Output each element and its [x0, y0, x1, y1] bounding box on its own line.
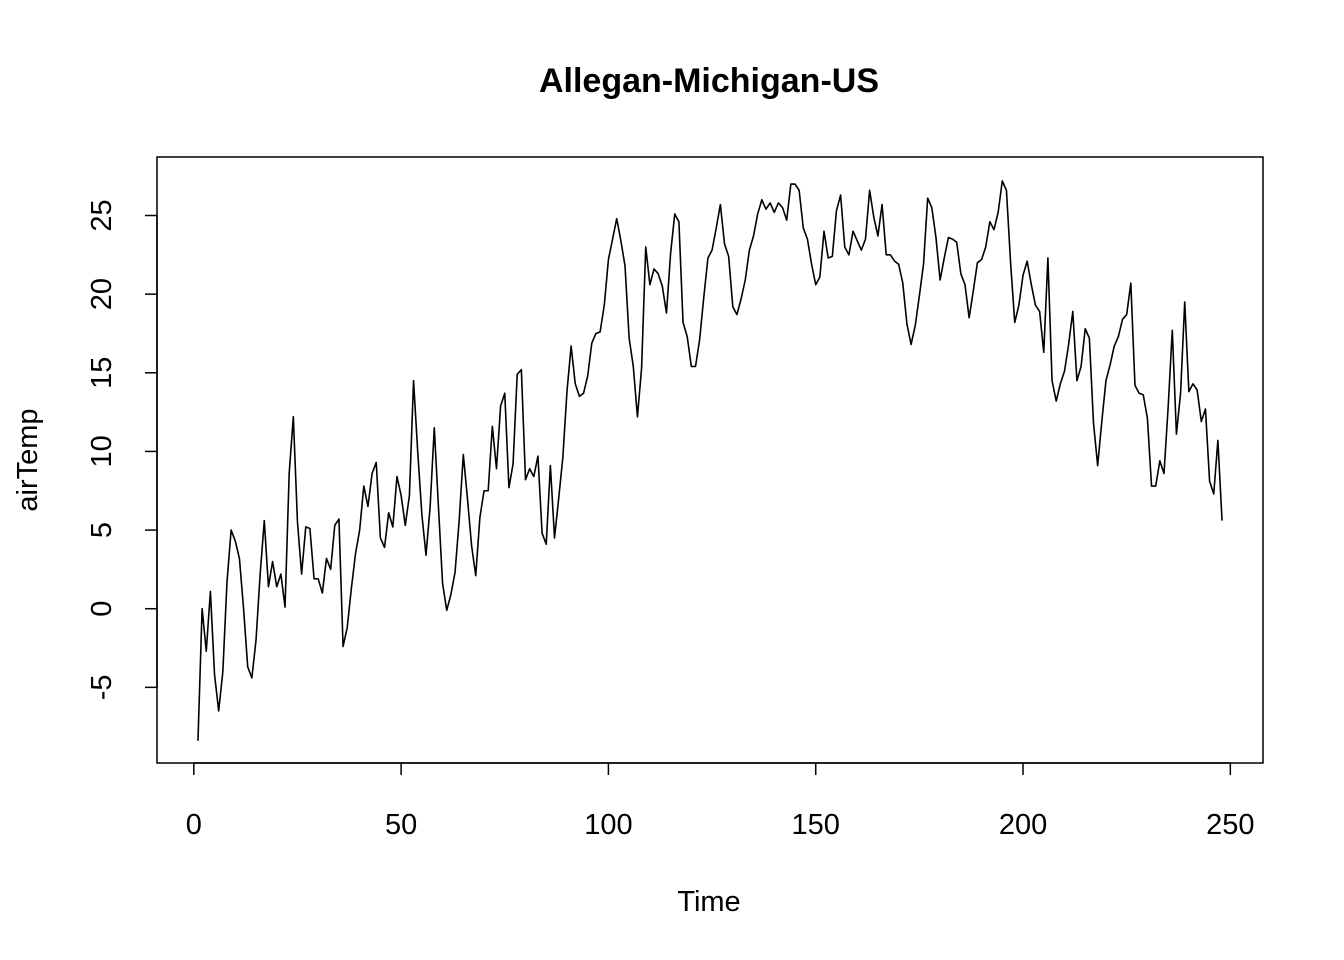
chart-title: Allegan-Michigan-US [539, 62, 879, 100]
y-tick-label: 0 [86, 601, 118, 617]
y-tick-label: 25 [86, 199, 118, 231]
x-axis: 0 50 100 150 200 250 [186, 762, 1255, 841]
y-tick-label: 15 [86, 357, 118, 389]
x-tick-label: 100 [584, 809, 632, 841]
x-axis-label: Time [677, 886, 740, 918]
x-tick-label: 50 [385, 809, 417, 841]
series-line [197, 180, 1223, 741]
y-tick-label: -5 [86, 674, 118, 700]
x-tick-label: 250 [1206, 809, 1254, 841]
x-tick-label: 150 [792, 809, 840, 841]
y-tick-label: 10 [86, 435, 118, 467]
y-tick-label: 20 [86, 278, 118, 310]
y-axis: -5 0 5 10 15 20 25 [86, 199, 158, 700]
y-tick-label: 5 [86, 522, 118, 538]
x-tick-label: 200 [999, 809, 1047, 841]
y-axis-label: airTemp [12, 408, 44, 511]
x-tick-label: 0 [186, 809, 202, 841]
